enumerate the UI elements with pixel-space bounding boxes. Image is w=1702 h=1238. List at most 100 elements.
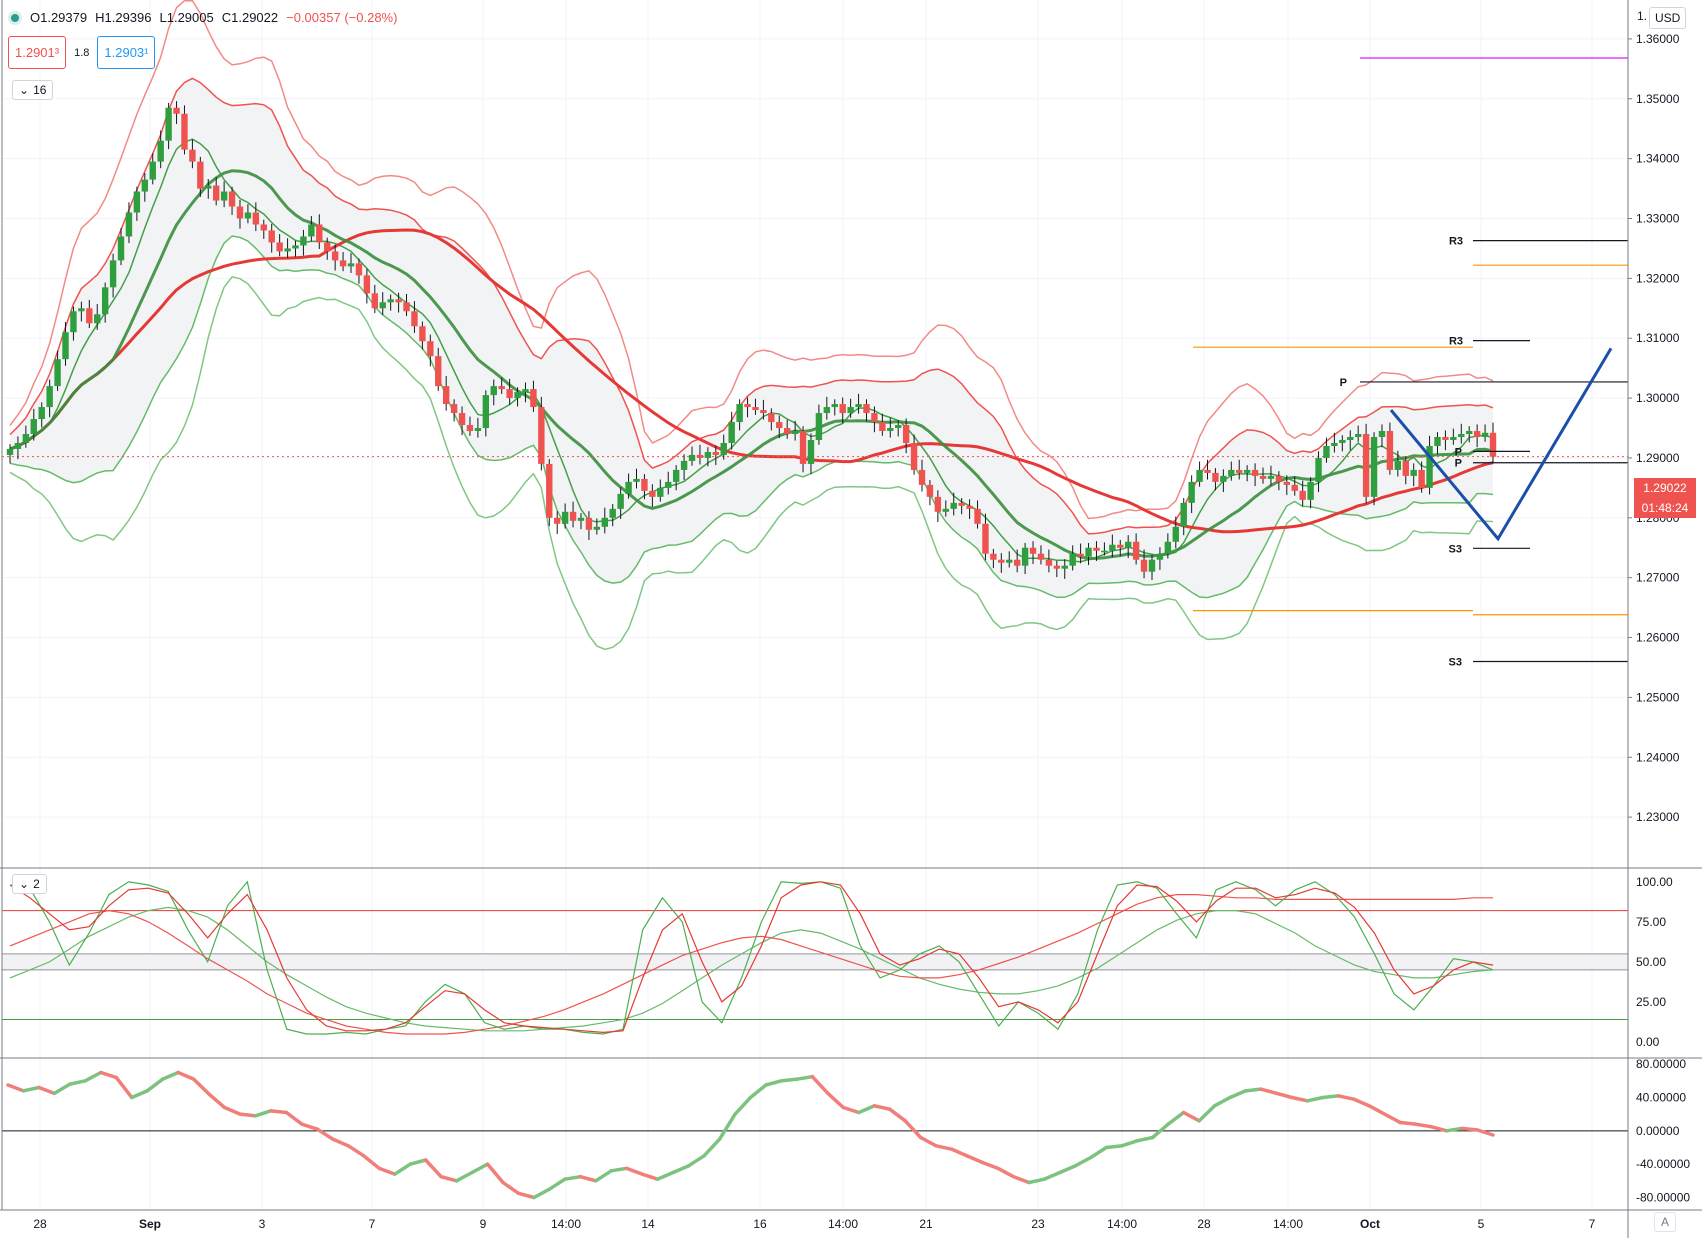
mid-ma-line [9, 169, 1494, 561]
momentum-segment [1336, 1094, 1356, 1101]
momentum-segment [686, 1154, 706, 1168]
candle-body [427, 341, 434, 357]
spread-value: 1.8 [74, 46, 90, 59]
candle-body [1117, 544, 1124, 548]
candle-body [1362, 434, 1370, 497]
candle-body [292, 245, 299, 249]
candle-body [1347, 436, 1354, 440]
oscillator-collapse-button[interactable]: ⌄ 2 [12, 874, 47, 894]
ohlc-open: O1.29379 [30, 10, 88, 25]
time-tick-label: 7 [1589, 1217, 1596, 1231]
momentum-segment [408, 1158, 428, 1166]
candle-body [1339, 439, 1346, 443]
candle-body [577, 517, 585, 521]
buy-button[interactable]: 1.2903¹ [97, 36, 156, 69]
auto-scale-button[interactable]: A [1654, 1212, 1677, 1232]
momentum-segment [1382, 1112, 1402, 1125]
momentum-segment [532, 1187, 552, 1200]
candle-body [403, 302, 410, 312]
momentum-segment [934, 1144, 954, 1151]
pivot-label: S3 [1449, 656, 1462, 668]
candle-body [276, 242, 283, 252]
momentum-segment [996, 1166, 1016, 1179]
momentum-segment [83, 1070, 103, 1083]
candle-body [395, 299, 402, 303]
candle-body [181, 113, 188, 150]
candle-body [823, 407, 831, 414]
projection-pattern[interactable] [1389, 347, 1613, 542]
candle-body [1299, 490, 1306, 500]
candle-body [783, 428, 791, 434]
candle-body [1402, 460, 1409, 476]
momentum-segment [826, 1091, 846, 1110]
candle-body [593, 526, 601, 530]
momentum-segment [980, 1160, 1000, 1171]
momentum-segment [377, 1166, 397, 1176]
price-tick-label: 1.27000 [1636, 571, 1680, 585]
pivot-label: R3 [1449, 236, 1463, 248]
candle-body [1013, 559, 1021, 566]
price-tick-label: 1.34000 [1636, 152, 1680, 166]
candle-body [363, 275, 371, 294]
candle-body [998, 559, 1005, 563]
momentum-segment [485, 1162, 505, 1185]
candle-body [1267, 475, 1275, 479]
candle-body [260, 224, 267, 231]
sell-button[interactable]: 1.2901³ [8, 36, 67, 69]
indicators-collapse-button[interactable]: ⌄ 16 [12, 80, 54, 100]
candle-body [974, 508, 981, 524]
candle-body [1434, 436, 1441, 446]
candle-body [895, 425, 902, 429]
momentum-segment [578, 1174, 598, 1183]
candle-body [1220, 475, 1227, 482]
time-tick-label: 14:00 [1107, 1217, 1137, 1231]
candle-body [736, 404, 743, 423]
price-tick-label: 1.33000 [1636, 211, 1680, 225]
momentum-segment [1305, 1095, 1325, 1103]
momentum-segment [331, 1137, 351, 1148]
abc-projection-line [1389, 347, 1613, 542]
momentum-segment [1135, 1135, 1155, 1143]
candle-body [411, 311, 418, 327]
momentum-segment [949, 1147, 969, 1158]
candle-body [355, 263, 363, 276]
candle-body [46, 386, 53, 408]
candle-body [1243, 469, 1251, 473]
candle-body [1354, 434, 1362, 437]
candle-body [918, 469, 926, 485]
candle-body [268, 230, 275, 243]
stochastic-oscillator-pane [1, 880, 1629, 1035]
price-tick-label: 1.35000 [1636, 92, 1680, 106]
candle-body [641, 478, 648, 491]
currency-button[interactable]: USD [1649, 7, 1687, 29]
candle-body [934, 496, 942, 512]
momentum-segment [609, 1166, 629, 1173]
upper-band-inner [9, 77, 1494, 535]
candle-body [728, 422, 735, 443]
candle-body [339, 260, 347, 267]
candle-body [387, 299, 394, 303]
time-tick-label: Oct [1360, 1217, 1380, 1231]
momentum-segment [253, 1109, 273, 1118]
neutral-zone-band [1, 953, 1629, 971]
candle-body [561, 511, 569, 524]
candle-body [78, 308, 85, 312]
candle-body [458, 413, 466, 426]
momentum-segment [857, 1104, 876, 1115]
candle-body [1450, 436, 1457, 440]
candle-body [482, 395, 490, 429]
candle-body [847, 407, 854, 414]
indicator-count: 16 [33, 83, 47, 97]
time-tick-label: 14:00 [1273, 1217, 1303, 1231]
candle-body [1109, 544, 1116, 551]
candle-body [657, 487, 664, 497]
momentum-segment [1197, 1104, 1217, 1123]
candle-body [14, 442, 22, 449]
time-tick-label: 9 [480, 1217, 487, 1231]
candle-body [982, 523, 989, 554]
candle-body [300, 236, 307, 246]
osc-slow-line [9, 881, 1494, 1034]
candle-body [633, 478, 640, 482]
